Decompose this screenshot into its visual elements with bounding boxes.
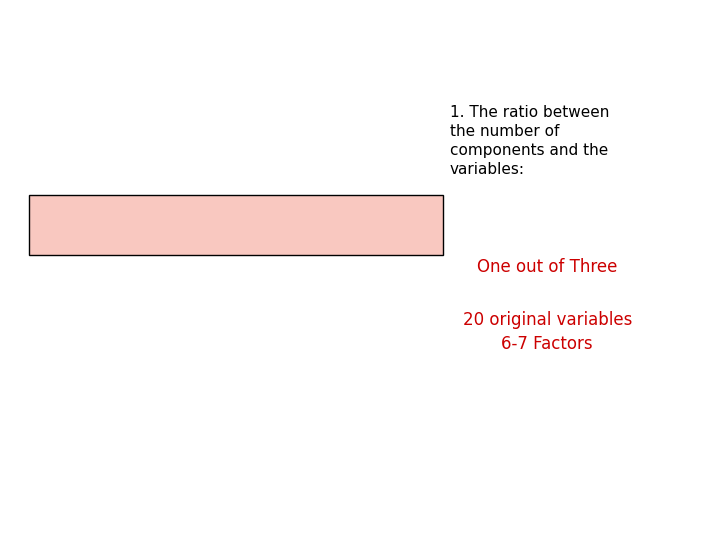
Text: One out of Three: One out of Three xyxy=(477,258,617,276)
Text: 1. The ratio between
the number of
components and the
variables:: 1. The ratio between the number of compo… xyxy=(450,105,609,177)
FancyBboxPatch shape xyxy=(29,195,443,255)
Text: 20 original variables
6-7 Factors: 20 original variables 6-7 Factors xyxy=(462,311,632,353)
